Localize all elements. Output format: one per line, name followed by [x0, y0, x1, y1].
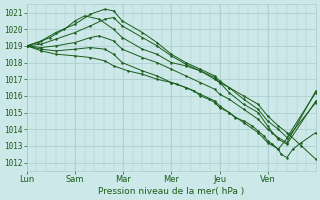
X-axis label: Pression niveau de la mer( hPa ): Pression niveau de la mer( hPa ) — [98, 187, 244, 196]
